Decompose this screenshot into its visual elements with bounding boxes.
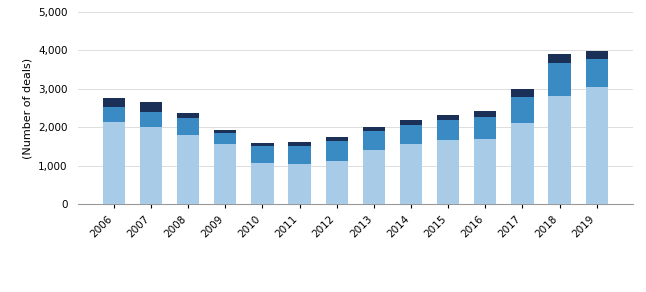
Bar	[474, 139, 496, 204]
Bar	[362, 131, 385, 150]
Bar	[548, 55, 570, 63]
Bar	[214, 144, 236, 204]
Bar	[585, 59, 608, 87]
Bar	[400, 125, 422, 144]
Bar	[214, 130, 236, 133]
Bar	[251, 163, 274, 204]
Bar	[437, 115, 459, 120]
Bar	[511, 89, 534, 97]
Bar	[400, 120, 422, 125]
Bar	[289, 164, 311, 204]
Bar	[289, 146, 311, 164]
Bar	[362, 150, 385, 204]
Bar	[585, 51, 608, 59]
Bar	[140, 127, 162, 204]
Bar	[289, 142, 311, 146]
Y-axis label: (Number of deals): (Number of deals)	[23, 58, 33, 159]
Bar	[437, 140, 459, 204]
Bar	[585, 87, 608, 204]
Bar	[511, 97, 534, 124]
Bar	[251, 146, 274, 163]
Bar	[400, 144, 422, 204]
Bar	[140, 112, 162, 127]
Bar	[326, 141, 348, 161]
Bar	[548, 96, 570, 204]
Bar	[548, 63, 570, 96]
Bar	[474, 117, 496, 139]
Bar	[214, 133, 236, 144]
Bar	[511, 124, 534, 204]
Bar	[103, 98, 125, 107]
Bar	[177, 118, 200, 135]
Bar	[103, 107, 125, 121]
Bar	[437, 120, 459, 140]
Bar	[103, 121, 125, 204]
Bar	[326, 137, 348, 141]
Bar	[251, 143, 274, 146]
Bar	[474, 111, 496, 117]
Bar	[140, 102, 162, 112]
Bar	[177, 135, 200, 204]
Bar	[326, 161, 348, 204]
Bar	[362, 126, 385, 131]
Bar	[177, 113, 200, 118]
